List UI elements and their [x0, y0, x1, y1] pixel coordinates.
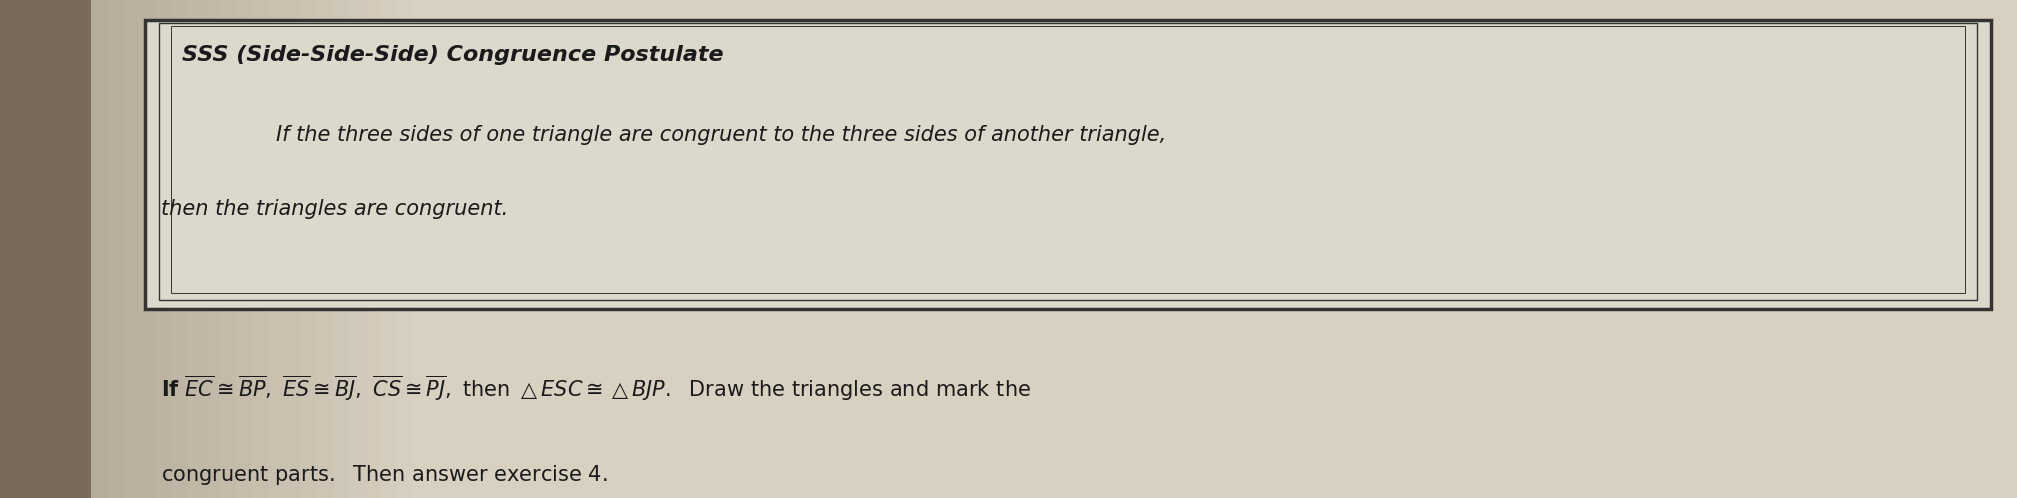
Text: $\mathbf{If}\ \overline{EC} \cong \overline{BP},\ \overline{ES} \cong \overline{: $\mathbf{If}\ \overline{EC} \cong \overl…: [161, 374, 1031, 403]
Bar: [139, 0, 155, 498]
Bar: [155, 0, 171, 498]
Bar: [365, 0, 381, 498]
Bar: [333, 0, 349, 498]
Bar: [107, 0, 123, 498]
Bar: [268, 0, 284, 498]
Bar: [171, 26, 1965, 293]
Bar: [381, 0, 397, 498]
Bar: [220, 0, 236, 498]
Text: If the three sides of one triangle are congruent to the three sides of another t: If the three sides of one triangle are c…: [276, 124, 1166, 144]
Bar: [236, 0, 252, 498]
Bar: [159, 23, 1977, 300]
Text: SSS (Side-Side-Side) Congruence Postulate: SSS (Side-Side-Side) Congruence Postulat…: [182, 45, 724, 65]
Text: then the triangles are congruent.: then the triangles are congruent.: [161, 199, 508, 219]
Text: $\mathrm{congruent\ parts.\ \ Then\ answer\ exercise\ 4.}$: $\mathrm{congruent\ parts.\ \ Then\ answ…: [161, 463, 607, 487]
Bar: [0, 0, 91, 498]
Bar: [204, 0, 220, 498]
Bar: [317, 0, 333, 498]
Bar: [123, 0, 139, 498]
Bar: [171, 0, 188, 498]
Bar: [252, 0, 268, 498]
Bar: [301, 0, 317, 498]
Bar: [188, 0, 204, 498]
Bar: [91, 0, 107, 498]
Bar: [397, 0, 413, 498]
Bar: [145, 20, 1991, 309]
Bar: [349, 0, 365, 498]
Bar: [284, 0, 301, 498]
